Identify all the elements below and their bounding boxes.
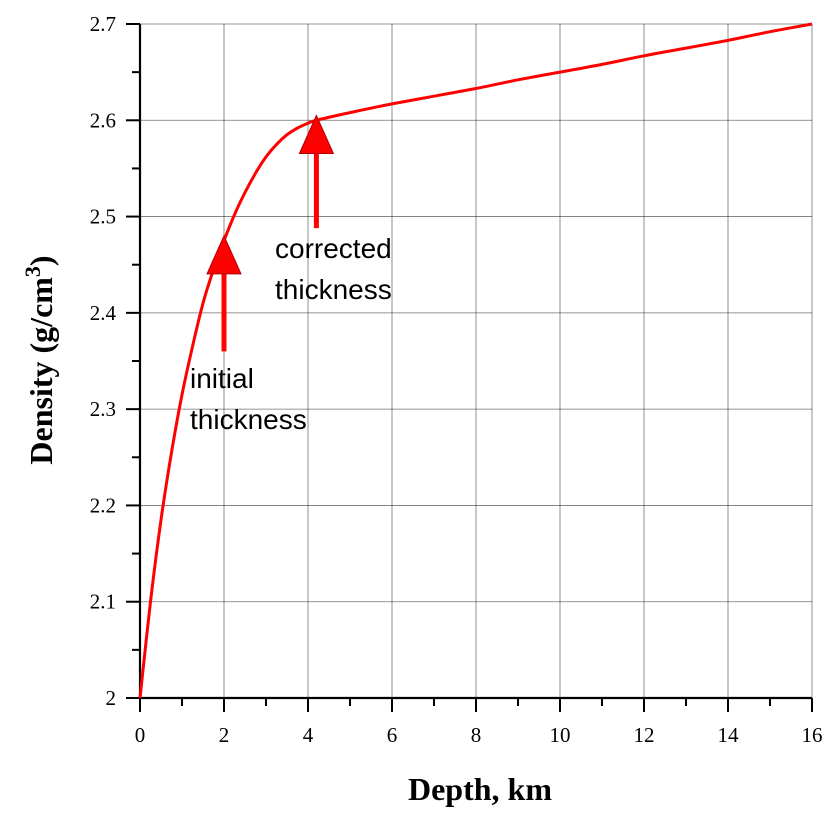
series-layer	[138, 22, 813, 699]
y-tick-label: 2	[106, 686, 117, 710]
y-axis-title-end: )	[23, 255, 59, 266]
x-tick-label: 2	[219, 723, 230, 747]
corrected-thickness-annotation: corrected thickness	[275, 114, 392, 305]
corrected-annotation-line: thickness	[275, 274, 392, 305]
x-tick-label: 12	[634, 723, 655, 747]
x-tick-label: 16	[802, 723, 823, 747]
y-tick-label: 2.2	[90, 493, 116, 517]
initial-annotation-line: initial	[190, 363, 254, 394]
y-axis-ticks: 2 2.1 2.2 2.3 2.4 2.5 2.6 2.7	[90, 12, 140, 710]
x-tick-label: 4	[303, 723, 314, 747]
y-axis-title-main: Density (g/cm	[23, 277, 59, 465]
x-axis-title: Depth, km	[408, 771, 552, 807]
annotations-layer: initial thickness corrected thickness	[190, 114, 392, 435]
y-tick-label: 2.4	[90, 301, 117, 325]
corrected-annotation-line: corrected	[275, 233, 392, 264]
density-curve	[138, 22, 813, 699]
x-tick-label: 8	[471, 723, 482, 747]
y-tick-label: 2.5	[90, 205, 116, 229]
initial-arrow-head	[206, 234, 242, 275]
initial-annotation-line: thickness	[190, 404, 307, 435]
y-tick-label: 2.3	[90, 397, 116, 421]
x-axis-ticks: 0 2 4 6 8 10 12 14 16	[135, 698, 823, 747]
y-tick-label: 2.7	[90, 12, 116, 36]
y-axis-title-superscript: 3	[20, 266, 45, 277]
y-tick-label: 2.6	[90, 108, 116, 132]
y-axis-title: Density (g/cm3)	[20, 255, 59, 464]
x-tick-label: 14	[718, 723, 740, 747]
initial-thickness-annotation: initial thickness	[190, 234, 307, 435]
x-tick-label: 6	[387, 723, 398, 747]
y-tick-label: 2.1	[90, 590, 116, 614]
x-tick-label: 0	[135, 723, 146, 747]
corrected-arrow-head	[298, 114, 335, 154]
grid	[140, 23, 813, 698]
x-tick-label: 10	[550, 723, 571, 747]
